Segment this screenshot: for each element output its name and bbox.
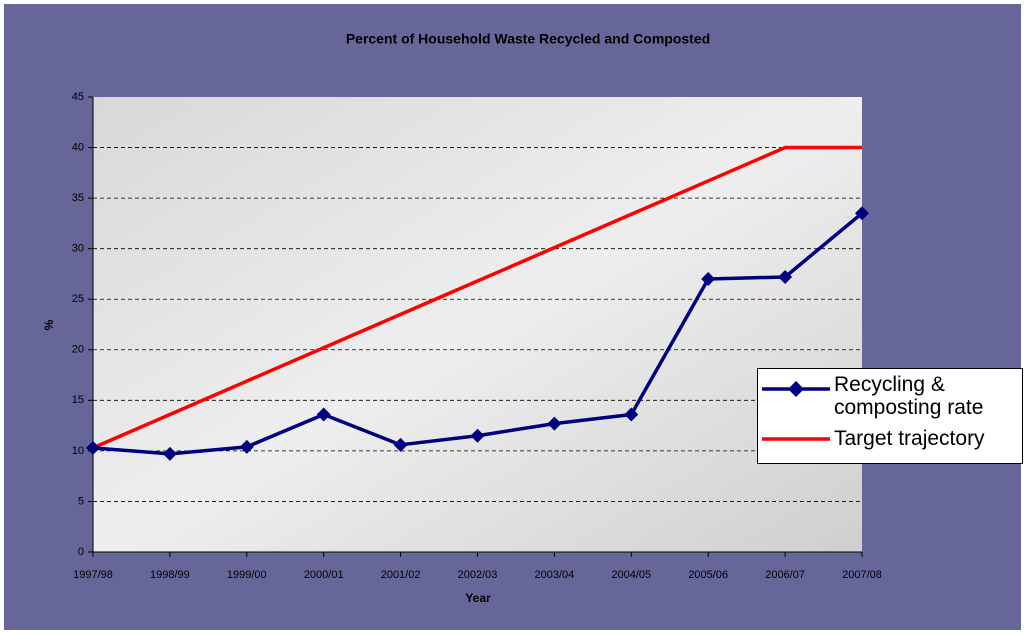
- data-point: [86, 440, 100, 455]
- x-tick-label: 1999/00: [227, 569, 267, 581]
- legend-swatch: [762, 437, 830, 441]
- data-point: [547, 416, 562, 431]
- y-tick-label: 5: [78, 495, 84, 507]
- legend-marker: [788, 381, 804, 397]
- data-point: [624, 407, 639, 422]
- x-tick-label: 1997/98: [73, 569, 113, 581]
- data-point: [316, 407, 331, 422]
- y-tick-label: 35: [72, 192, 84, 204]
- x-axis-label: Year: [465, 591, 491, 605]
- legend-label: Target trajectory: [834, 427, 985, 450]
- x-tick-label: 2007/08: [842, 569, 882, 581]
- x-tick-label: 2002/03: [458, 569, 498, 581]
- data-point: [239, 439, 254, 454]
- legend-swatch: [762, 381, 830, 397]
- plot-area: [93, 97, 862, 552]
- y-tick-label: 40: [72, 141, 84, 153]
- series-line: [92, 145, 862, 450]
- x-tick-label: 2006/07: [765, 569, 805, 581]
- data-point: [855, 206, 869, 221]
- y-tick-label: 0: [78, 546, 84, 558]
- y-tick-label: 30: [72, 243, 84, 255]
- y-tick-label: 15: [72, 394, 84, 406]
- y-tick-label: 20: [72, 344, 84, 356]
- legend-label: Recycling & composting rate: [834, 373, 984, 419]
- x-tick-label: 2005/06: [688, 569, 728, 581]
- data-point: [393, 437, 408, 452]
- legend: Recycling & composting rate Target trajec…: [757, 368, 1023, 464]
- data-point: [470, 428, 485, 443]
- y-axis-label: %: [42, 319, 56, 330]
- chart-title: Percent of Household Waste Recycled and …: [346, 31, 710, 47]
- data-point: [701, 272, 716, 286]
- x-tick-label: 1998/99: [150, 569, 190, 581]
- x-tick-label: 2004/05: [611, 569, 651, 581]
- data-point: [162, 446, 177, 461]
- y-tick-label: 25: [72, 293, 84, 305]
- x-tick-label: 2003/04: [535, 569, 575, 581]
- data-point: [778, 269, 793, 284]
- x-tick-label: 2000/01: [304, 569, 344, 581]
- x-tick-label: 2001/02: [381, 569, 421, 581]
- y-tick-label: 45: [72, 91, 84, 103]
- y-tick-label: 10: [72, 445, 84, 457]
